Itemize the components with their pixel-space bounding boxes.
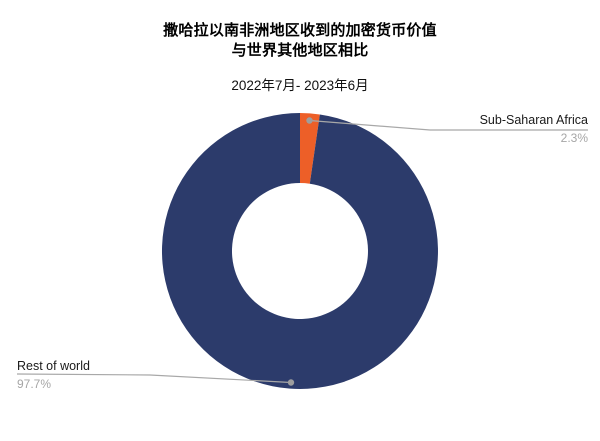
annotation-percent: 2.3% [560, 131, 588, 145]
marker-dot [306, 117, 313, 124]
annotation-percent: 97.7% [17, 377, 52, 391]
annotation-sub-saharan-africa: Sub-Saharan Africa 2.3% [480, 113, 588, 145]
chart-title-line2: 与世界其他地区相比 [231, 42, 369, 59]
chart-title-line1: 撒哈拉以南非洲地区收到的加密货币价值 [163, 22, 437, 39]
leader-line-right [309, 119, 588, 131]
annotation-label: Sub-Saharan Africa [479, 113, 588, 127]
marker-dot [287, 379, 295, 386]
slice-rest-of-world [161, 112, 438, 390]
chart-title: 撒哈拉以南非洲地区收到的加密货币价值 与世界其他地区相比 [0, 21, 600, 61]
chart-subtitle: 2022年7月- 2023年6月 [231, 78, 369, 93]
leader-line-left [16, 373, 292, 384]
slice-sub-saharan-africa [300, 113, 320, 184]
annotation-rest-of-world: Rest of world 97.7% [17, 359, 90, 391]
chart-header: 撒哈拉以南非洲地区收到的加密货币价值 与世界其他地区相比 2022年7月- 20… [0, 21, 600, 94]
annotation-label: Rest of world [17, 359, 90, 373]
